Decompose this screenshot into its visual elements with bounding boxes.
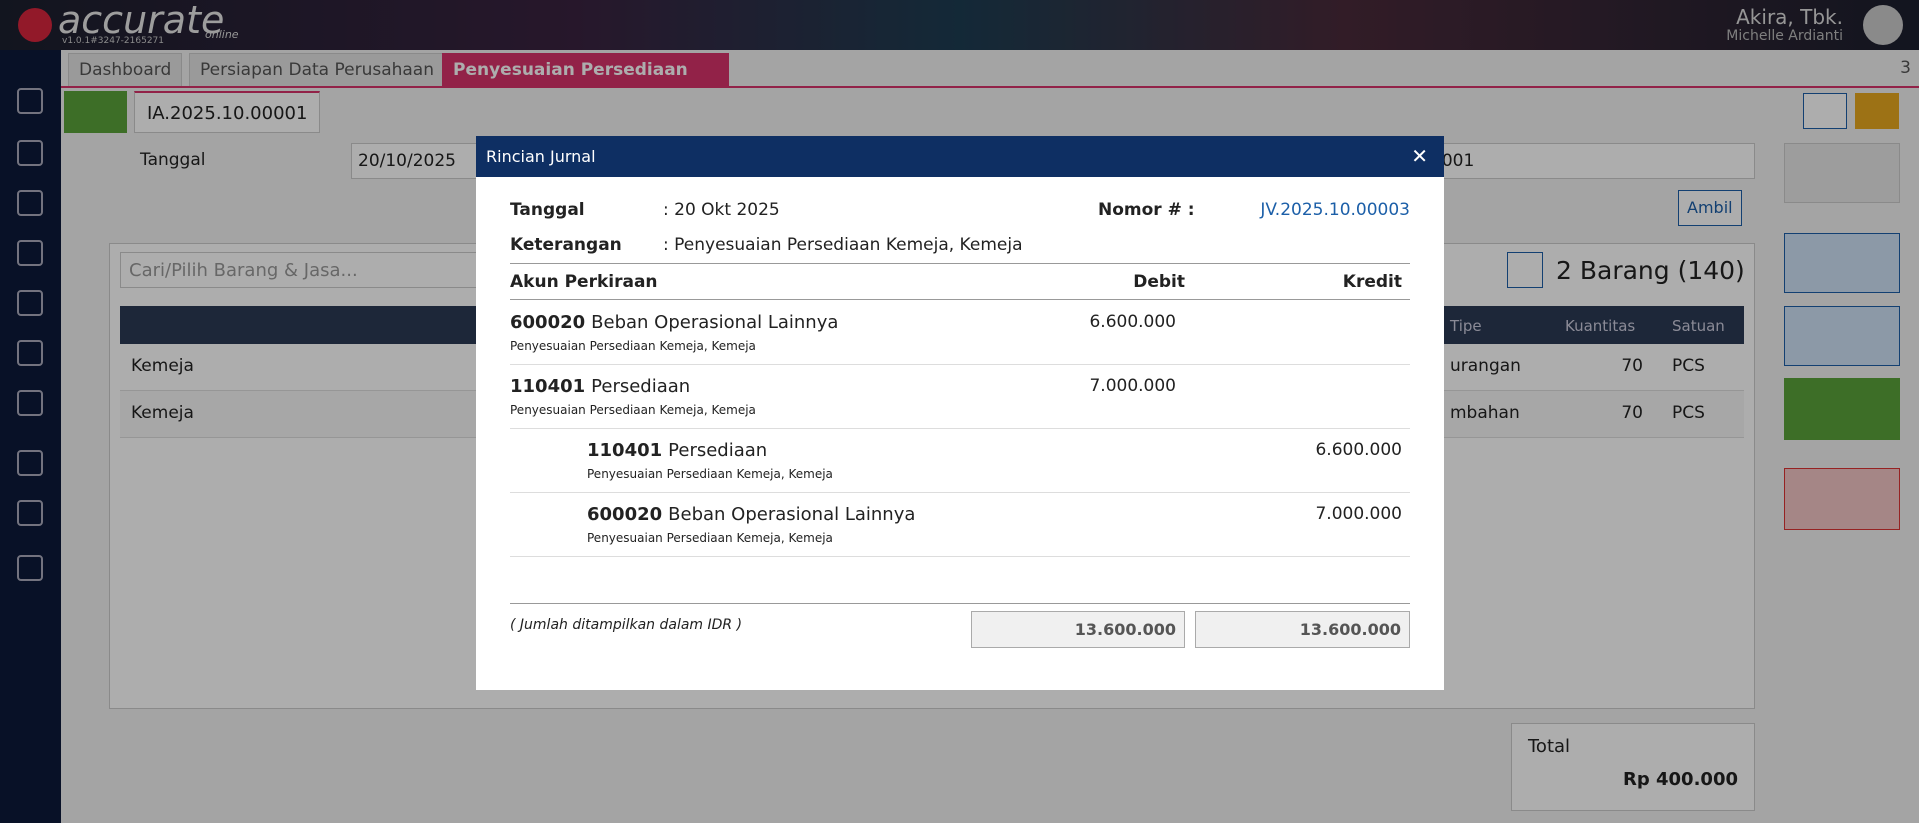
debit: 7.000.000 [1089,376,1176,396]
columns-header: Akun Perkiraan Debit Kredit [510,263,1410,300]
account-name: Beban Operasional Lainnya [591,312,839,333]
table-cell: Kemeja [131,356,194,376]
account-name: Persediaan [668,440,768,461]
list-button[interactable] [64,91,127,133]
entry-title: 600020 Beban Operasional Lainnya [510,312,838,333]
credit: 7.000.000 [1315,504,1402,524]
date-value: : 20 Okt 2025 [663,200,780,220]
total-label: Total [1528,736,1571,757]
account-name: Beban Operasional Lainnya [668,504,916,525]
tab-active[interactable]: Penyesuaian Persediaan [442,53,729,86]
nav-icon[interactable] [17,555,43,581]
entry-note: Penyesuaian Persediaan Kemeja, Kemeja [587,467,833,481]
nav-icon[interactable] [17,140,43,166]
table-cell: 70 [1621,356,1643,376]
account-code: 600020 [510,312,586,333]
th: Satuan [1672,317,1725,335]
total-box: Total Rp 400.000 [1511,723,1755,811]
user: Michelle Ardianti [1726,28,1843,44]
table-cell: PCS [1672,403,1705,423]
entry-separator [510,556,1410,557]
total-credit: 13.600.000 [1195,611,1410,648]
logo: accurate [58,0,225,42]
version: v1.0.1#3247-2165271 [62,36,165,46]
entry-separator [510,428,1410,429]
debit: 6.600.000 [1089,312,1176,332]
modal-title: Rincian Jurnal [486,147,596,166]
number-input[interactable]: 0001 [1400,143,1755,179]
tab-count: 3 [1900,58,1911,78]
account-name: Persediaan [591,376,691,397]
entry-title: 110401 Persediaan [587,440,767,461]
column: Akun Perkiraan [510,272,658,292]
date-label: Tanggal [510,200,585,220]
table-cell: 70 [1621,403,1643,423]
tab[interactable]: Dashboard [68,53,183,86]
credit: 6.600.000 [1315,440,1402,460]
number-label: Nomor # : [1098,200,1195,220]
more-button[interactable] [1784,378,1900,440]
company: Akira, Tbk. [1736,5,1843,29]
total-value: Rp 400.000 [1623,769,1738,790]
th: Tipe [1450,317,1482,335]
table-cell: PCS [1672,356,1705,376]
table-cell: urangan [1450,356,1521,376]
nav-icon[interactable] [17,88,43,114]
attach-button[interactable] [1784,306,1900,366]
date-label: Tanggal [140,150,206,170]
nav-icon[interactable] [17,390,43,416]
sidebar [0,50,61,823]
search-button[interactable] [1507,252,1543,288]
currency-note: ( Jumlah ditampilkan dalam IDR ) [510,617,743,633]
account-code: 110401 [510,376,586,397]
entry-title: 110401 Persediaan [510,376,690,397]
subtab[interactable]: IA.2025.10.00001 [134,91,321,133]
modal-header: Rincian Jurnal ✕ [476,136,1444,177]
avatar[interactable] [1863,5,1903,45]
number-value[interactable]: JV.2025.10.00003 [1260,200,1410,220]
entry-note: Penyesuaian Persediaan Kemeja, Kemeja [587,531,833,545]
nav-icon[interactable] [17,190,43,216]
tab[interactable]: Persiapan Data Perusahaan [189,53,445,86]
entry-separator [510,364,1410,365]
column: Debit [1133,272,1185,292]
nav-icon[interactable] [17,240,43,266]
item-count: 2 Barang (140) [1556,256,1745,285]
account-code: 600020 [587,504,663,525]
doc-button[interactable] [1784,233,1900,293]
settings-button[interactable] [1803,93,1847,129]
th: Kuantitas [1565,317,1636,335]
logo-sub: online [205,28,239,41]
take-button[interactable]: Ambil [1678,190,1742,226]
logo-icon [18,8,52,42]
entry-separator [510,492,1410,493]
nav-icon[interactable] [17,340,43,366]
account-code: 110401 [587,440,663,461]
journal-modal: Rincian Jurnal ✕ Tanggal : 20 Okt 2025 N… [476,136,1444,690]
table-cell: Kemeja [131,403,194,423]
note-label: Keterangan [510,235,622,255]
nav-icon[interactable] [17,500,43,526]
nav-icon[interactable] [17,290,43,316]
entry-title: 600020 Beban Operasional Lainnya [587,504,915,525]
save-button[interactable] [1784,143,1900,203]
delete-button[interactable] [1784,468,1900,530]
note-value: : Penyesuaian Persediaan Kemeja, Kemeja [663,235,1023,255]
table-cell: mbahan [1450,403,1520,423]
entry-note: Penyesuaian Persediaan Kemeja, Kemeja [510,339,756,353]
tips-button[interactable] [1855,93,1899,129]
entry-note: Penyesuaian Persediaan Kemeja, Kemeja [510,403,756,417]
footer-line [510,603,1410,604]
column: Kredit [1342,272,1402,292]
close-button[interactable]: ✕ [1411,144,1428,168]
total-debit: 13.600.000 [971,611,1185,648]
tab-underline [61,86,1919,88]
top-bar: accurate online v1.0.1#3247-2165271 Akir… [0,0,1919,50]
nav-icon[interactable] [17,450,43,476]
date-input[interactable]: 20/10/2025 [351,143,491,179]
